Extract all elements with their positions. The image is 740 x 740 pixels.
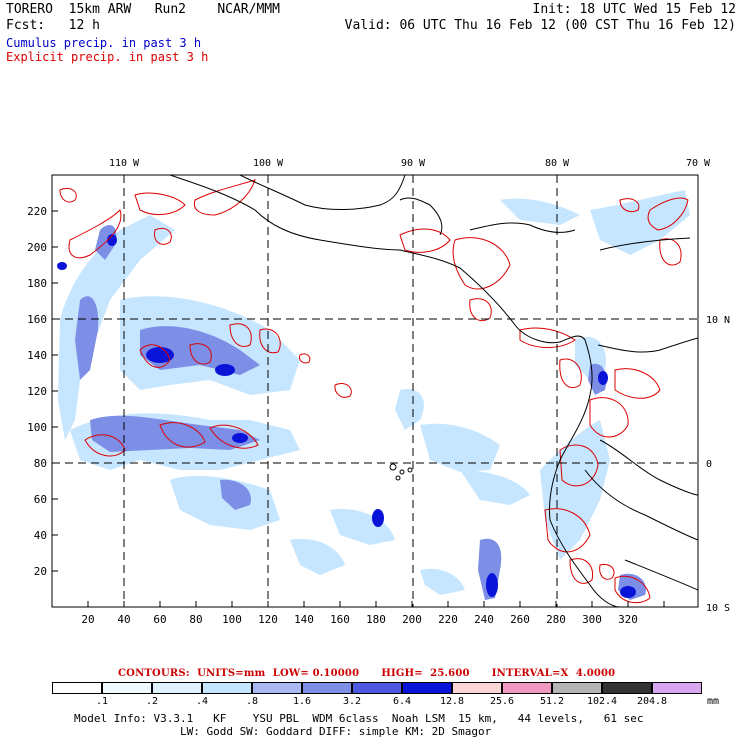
y-tick-label: 200: [27, 241, 47, 254]
explicit-precip-label: Explicit precip. in past 3 h: [6, 50, 209, 64]
graticule: [52, 175, 698, 607]
colorbar-swatch: [202, 682, 252, 694]
y-tick-label: 180: [27, 277, 47, 290]
colorbar-label: 204.8: [636, 696, 668, 707]
x-tick-label: 180: [366, 613, 386, 626]
x-tick-label: 280: [546, 613, 566, 626]
colorbar-label: 51.2: [539, 696, 565, 707]
tick-marks: [52, 210, 665, 607]
x-tick-label: 220: [438, 613, 458, 626]
colorbar-swatch: [502, 682, 552, 694]
y-tick-label: 140: [27, 349, 47, 362]
colorbar-swatch: [302, 682, 352, 694]
colorbar-label: .1: [95, 696, 109, 707]
colorbar-swatch: [352, 682, 402, 694]
x-tick-label: 240: [474, 613, 494, 626]
colorbar-swatch: [152, 682, 202, 694]
y-tick-label: 120: [27, 385, 47, 398]
y-tick-label: 220: [27, 205, 47, 218]
y-tick-label: 60: [34, 493, 47, 506]
colorbar-label: .8: [245, 696, 259, 707]
valid-time: Valid: 06 UTC Thu 16 Feb 12 (00 CST Thu …: [344, 18, 736, 33]
lat-label: 0: [706, 459, 712, 470]
x-tick-label: 120: [258, 613, 278, 626]
colorbar-label: .2: [145, 696, 159, 707]
colorbar-label: 6.4: [392, 696, 412, 707]
contours-info: CONTOURS: UNITS=mm LOW= 0.10000 HIGH= 25…: [118, 668, 616, 679]
colorbar-swatch: [652, 682, 702, 694]
lon-label: 80 W: [545, 158, 570, 169]
x-tick-label: 60: [153, 613, 166, 626]
y-tick-label: 80: [34, 457, 47, 470]
model-title: TORERO 15km ARW Run2 NCAR/MMM: [6, 2, 280, 17]
x-tick-label: 320: [618, 613, 638, 626]
x-tick-label: 80: [189, 613, 202, 626]
colorbar-unit: mm: [707, 696, 720, 707]
colorbar-swatch: [52, 682, 102, 694]
x-tick-label: 140: [294, 613, 314, 626]
y-tick-label: 20: [34, 565, 47, 578]
x-tick-label: 200: [402, 613, 422, 626]
lon-label: 100 W: [253, 158, 284, 169]
init-time: Init: 18 UTC Wed 15 Feb 12: [532, 2, 737, 17]
y-tick-label: 100: [27, 421, 47, 434]
colorbar-swatch: [452, 682, 502, 694]
x-tick-label: 260: [510, 613, 530, 626]
colorbar-label: 1.6: [292, 696, 312, 707]
lat-label: 10 N: [706, 315, 730, 326]
colorbar-swatch: [402, 682, 452, 694]
lon-label: 90 W: [401, 158, 426, 169]
colorbar-swatch: [552, 682, 602, 694]
colorbar-label: 3.2: [342, 696, 362, 707]
cumulus-precip-label: Cumulus precip. in past 3 h: [6, 36, 202, 50]
lat-label: 10 S: [706, 603, 730, 614]
x-tick-label: 300: [582, 613, 602, 626]
x-tick-label: 100: [222, 613, 242, 626]
cumulus-precip-heavy: [57, 234, 636, 598]
colorbar-label: 102.4: [586, 696, 618, 707]
colorbar-swatch: [252, 682, 302, 694]
y-tick-label: 160: [27, 313, 47, 326]
colorbar-label: .4: [195, 696, 209, 707]
model-info-line2: LW: Godd SW: Goddard DIFF: simple KM: 2D…: [74, 725, 492, 738]
colorbar-swatch: [602, 682, 652, 694]
forecast-hour: Fcst: 12 h: [6, 18, 100, 33]
coastlines: [169, 175, 698, 607]
x-tick-label: 160: [330, 613, 350, 626]
lon-label: 70 W: [686, 158, 711, 169]
model-info-line1: Model Info: V3.3.1 KF YSU PBL WDM 6class…: [74, 712, 644, 725]
colorbar-swatch: [102, 682, 152, 694]
x-tick-label: 40: [117, 613, 130, 626]
x-tick-label: 20: [81, 613, 94, 626]
colorbar-label: 25.6: [489, 696, 515, 707]
cumulus-precip-medium: [75, 225, 646, 600]
lon-label: 110 W: [109, 158, 140, 169]
y-tick-label: 40: [34, 529, 47, 542]
colorbar-label: 12.8: [439, 696, 465, 707]
